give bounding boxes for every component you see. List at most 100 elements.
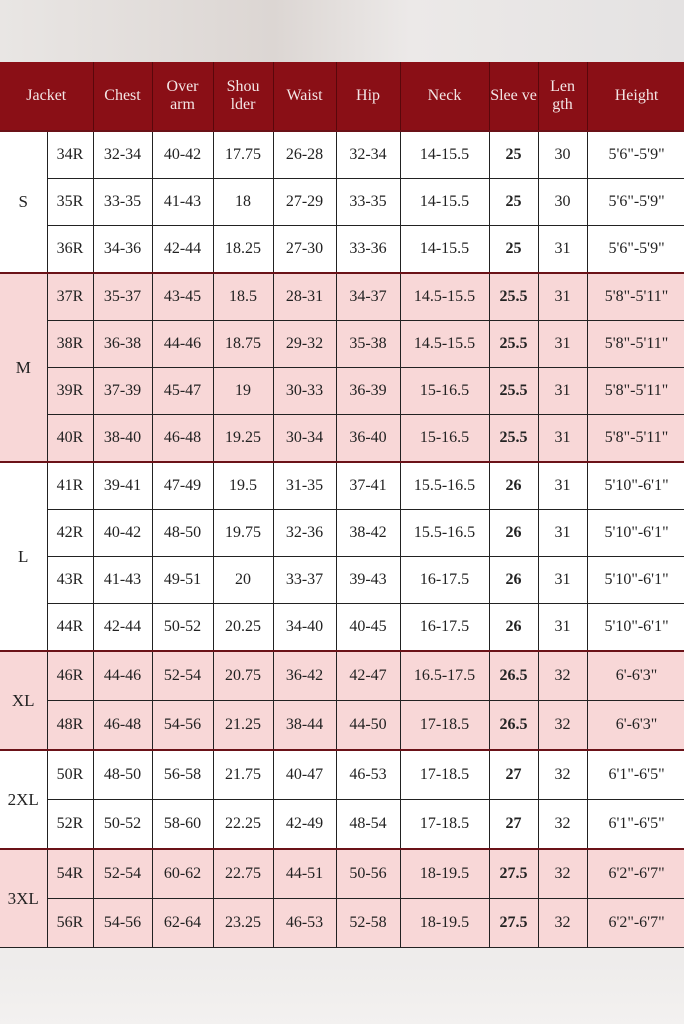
cell-neck: 18-19.5 <box>399 848 490 899</box>
header-chest: Chest <box>93 62 153 131</box>
cell-chest: 34-36 <box>92 225 153 274</box>
cell-waist: 26-28 <box>272 130 337 179</box>
cell-height: 6'2"-6'7" <box>586 898 684 948</box>
cell-shoulder: 22.25 <box>212 799 274 850</box>
cell-height: 6'-6'3" <box>586 650 684 701</box>
header-height: Height <box>587 62 684 131</box>
cell-neck: 16-17.5 <box>399 603 490 652</box>
cell-hip: 44-50 <box>335 700 401 751</box>
cell-jacket-code: 48R <box>46 700 94 751</box>
cell-chest: 35-37 <box>92 272 153 321</box>
cell-sleeve: 26.5 <box>488 650 539 701</box>
cell-chest: 37-39 <box>92 367 153 415</box>
cell-height: 5'6"-5'9" <box>586 130 684 179</box>
cell-height: 5'10"-6'1" <box>586 556 684 604</box>
cell-over-arm: 56-58 <box>151 749 214 800</box>
cell-over-arm: 45-47 <box>151 367 214 415</box>
cell-waist: 36-42 <box>272 650 337 701</box>
cell-shoulder: 18 <box>212 178 274 226</box>
cell-sleeve: 25 <box>488 178 539 226</box>
cell-chest: 38-40 <box>92 414 153 463</box>
cell-over-arm: 46-48 <box>151 414 214 463</box>
header-waist: Waist <box>273 62 337 131</box>
cell-jacket-code: 44R <box>46 603 94 652</box>
table-row: 39R 37-39 45-47 19 30-33 36-39 15-16.5 25.5 31 5'… <box>0 367 684 415</box>
cell-over-arm: 40-42 <box>151 130 214 179</box>
cell-waist: 30-34 <box>272 414 337 463</box>
cell-sleeve: 26 <box>488 509 539 557</box>
cell-neck: 15.5-16.5 <box>399 461 490 510</box>
cell-shoulder: 20.25 <box>212 603 274 652</box>
cell-hip: 46-53 <box>335 749 401 800</box>
header-hip: Hip <box>336 62 401 131</box>
cell-hip: 52-58 <box>335 898 401 948</box>
cell-waist: 34-40 <box>272 603 337 652</box>
cell-height: 5'10"-6'1" <box>586 509 684 557</box>
header-length: Len gth <box>538 62 588 131</box>
cell-chest: 40-42 <box>92 509 153 557</box>
cell-sleeve: 26 <box>488 603 539 652</box>
cell-sleeve: 25 <box>488 225 539 274</box>
cell-waist: 30-33 <box>272 367 337 415</box>
cell-neck: 17-18.5 <box>399 749 490 800</box>
header-shoulder: Shou lder <box>213 62 274 131</box>
cell-jacket-code: 50R <box>46 749 94 800</box>
background-photo-bottom <box>0 962 684 1024</box>
cell-height: 5'8"-5'11" <box>586 320 684 368</box>
cell-over-arm: 43-45 <box>151 272 214 321</box>
cell-sleeve: 26 <box>488 461 539 510</box>
cell-neck: 17-18.5 <box>399 700 490 751</box>
cell-shoulder: 19 <box>212 367 274 415</box>
cell-length: 32 <box>537 848 588 899</box>
size-chart-body: S 34R 32-34 40-42 17.75 26-28 32-34 14-15.5 25 30… <box>0 130 684 948</box>
cell-jacket-code: 43R <box>46 556 94 604</box>
cell-waist: 42-49 <box>272 799 337 850</box>
cell-chest: 39-41 <box>92 461 153 510</box>
cell-jacket-code: 56R <box>46 898 94 948</box>
table-row: 38R 36-38 44-46 18.75 29-32 35-38 14.5-15.5 25.… <box>0 320 684 368</box>
cell-neck: 16-17.5 <box>399 556 490 604</box>
cell-hip: 40-45 <box>335 603 401 652</box>
size-label: L <box>0 461 48 652</box>
cell-shoulder: 18.75 <box>212 320 274 368</box>
cell-sleeve: 26 <box>488 556 539 604</box>
cell-jacket-code: 36R <box>46 225 94 274</box>
cell-neck: 15-16.5 <box>399 414 490 463</box>
cell-over-arm: 52-54 <box>151 650 214 701</box>
table-row: 44R 42-44 50-52 20.25 34-40 40-45 16-17.5 26 31 5… <box>0 603 684 652</box>
cell-hip: 36-39 <box>335 367 401 415</box>
cell-chest: 41-43 <box>92 556 153 604</box>
cell-length: 31 <box>537 367 588 415</box>
cell-height: 5'10"-6'1" <box>586 461 684 510</box>
table-row: 3XL 54R 52-54 60-62 22.75 44-51 50-56 18-19.5 27… <box>0 848 684 948</box>
cell-jacket-code: 37R <box>46 272 94 321</box>
table-row: 35R 33-35 41-43 18 27-29 33-35 14-15.5 25 30 5'6"… <box>0 178 684 226</box>
cell-jacket-code: 40R <box>46 414 94 463</box>
cell-length: 31 <box>537 320 588 368</box>
cell-hip: 32-34 <box>335 130 401 179</box>
table-row: L 41R 39-41 47-49 19.5 31-35 37-41 15.5-16.5 26 3… <box>0 461 684 652</box>
cell-length: 31 <box>537 272 588 321</box>
size-label: S <box>0 130 48 274</box>
table-row: 48R 46-48 54-56 21.25 38-44 44-50 17-18.5 26.5 3… <box>0 700 684 751</box>
cell-chest: 36-38 <box>92 320 153 368</box>
table-row: S 34R 32-34 40-42 17.75 26-28 32-34 14-15.5 25 30… <box>0 130 684 274</box>
cell-hip: 36-40 <box>335 414 401 463</box>
cell-shoulder: 17.75 <box>212 130 274 179</box>
header-jacket: Jacket <box>0 62 94 131</box>
size-label: M <box>0 272 48 463</box>
cell-sleeve: 26.5 <box>488 700 539 751</box>
cell-height: 6'1"-6'5" <box>586 749 684 800</box>
cell-height: 6'2"-6'7" <box>586 848 684 899</box>
cell-over-arm: 50-52 <box>151 603 214 652</box>
cell-neck: 14-15.5 <box>399 225 490 274</box>
cell-jacket-code: 41R <box>46 461 94 510</box>
cell-chest: 33-35 <box>92 178 153 226</box>
cell-shoulder: 21.75 <box>212 749 274 800</box>
cell-neck: 15.5-16.5 <box>399 509 490 557</box>
cell-length: 32 <box>537 700 588 751</box>
cell-jacket-code: 52R <box>46 799 94 850</box>
cell-length: 31 <box>537 603 588 652</box>
cell-shoulder: 19.75 <box>212 509 274 557</box>
cell-waist: 31-35 <box>272 461 337 510</box>
